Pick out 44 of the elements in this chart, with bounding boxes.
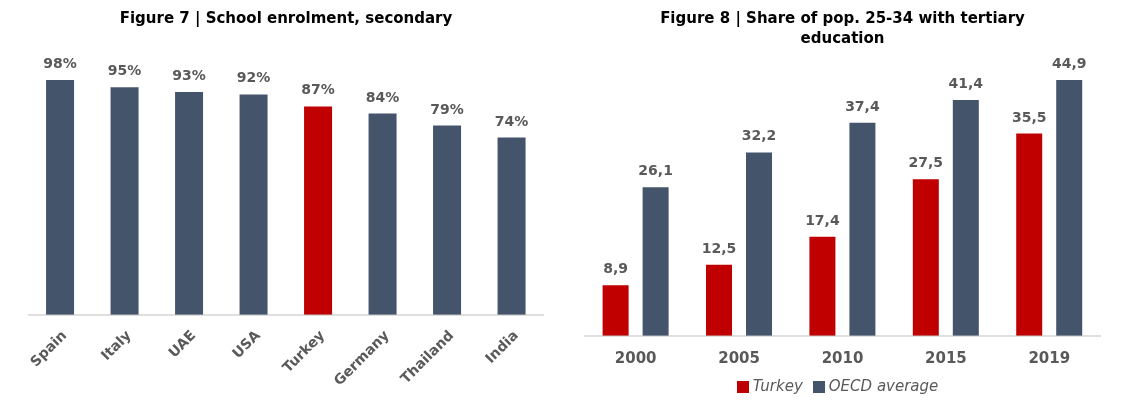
data-label: 84%: [365, 88, 400, 105]
data-label: 87%: [301, 81, 335, 98]
data-label: 92%: [236, 69, 271, 86]
x-tick-label: 2019: [1028, 348, 1071, 367]
data-label: 35,5: [1011, 108, 1047, 125]
bar: [746, 152, 773, 336]
data-label: 37,4: [845, 97, 880, 114]
chart-title: Figure 8 | Share of pop. 25-34 with tertiary education: [659, 8, 1026, 49]
bar: [642, 187, 669, 336]
bar: [368, 113, 397, 315]
legend-label: OECD average: [828, 377, 939, 395]
x-tick-label: 2005: [718, 348, 760, 367]
data-label: 8,9: [603, 260, 629, 277]
x-tick-label: 2010: [821, 348, 864, 367]
bar: [602, 285, 629, 336]
bar: [110, 87, 139, 315]
bar: [952, 99, 979, 336]
data-label: 41,4: [948, 74, 984, 91]
data-label: 32,2: [741, 127, 777, 144]
data-label: 12,5: [701, 239, 737, 256]
bar: [849, 122, 876, 336]
bar: [497, 137, 526, 315]
data-label: 79%: [430, 100, 464, 117]
bar: [239, 94, 268, 315]
bar: [912, 179, 939, 336]
data-label: 95%: [107, 62, 142, 79]
data-label: 98%: [43, 55, 77, 71]
data-label: 74%: [494, 112, 529, 129]
bar: [1016, 133, 1043, 336]
bar: [1056, 80, 1083, 336]
x-tick-label: 2015: [925, 348, 967, 367]
data-label: 93%: [172, 66, 206, 83]
bar: [46, 80, 75, 315]
bar: [304, 106, 333, 315]
bar: [809, 236, 836, 336]
data-label: 26,1: [638, 162, 673, 179]
x-tick-label: 2000: [614, 348, 657, 367]
bar: [433, 125, 462, 315]
chart-title: Figure 7 | School enrolment, secondary: [118, 8, 454, 29]
data-label: 44,9: [1051, 55, 1087, 71]
data-label: 17,4: [805, 211, 840, 228]
bar: [175, 91, 204, 315]
bar: [706, 264, 733, 336]
data-label: 27,5: [908, 154, 944, 171]
